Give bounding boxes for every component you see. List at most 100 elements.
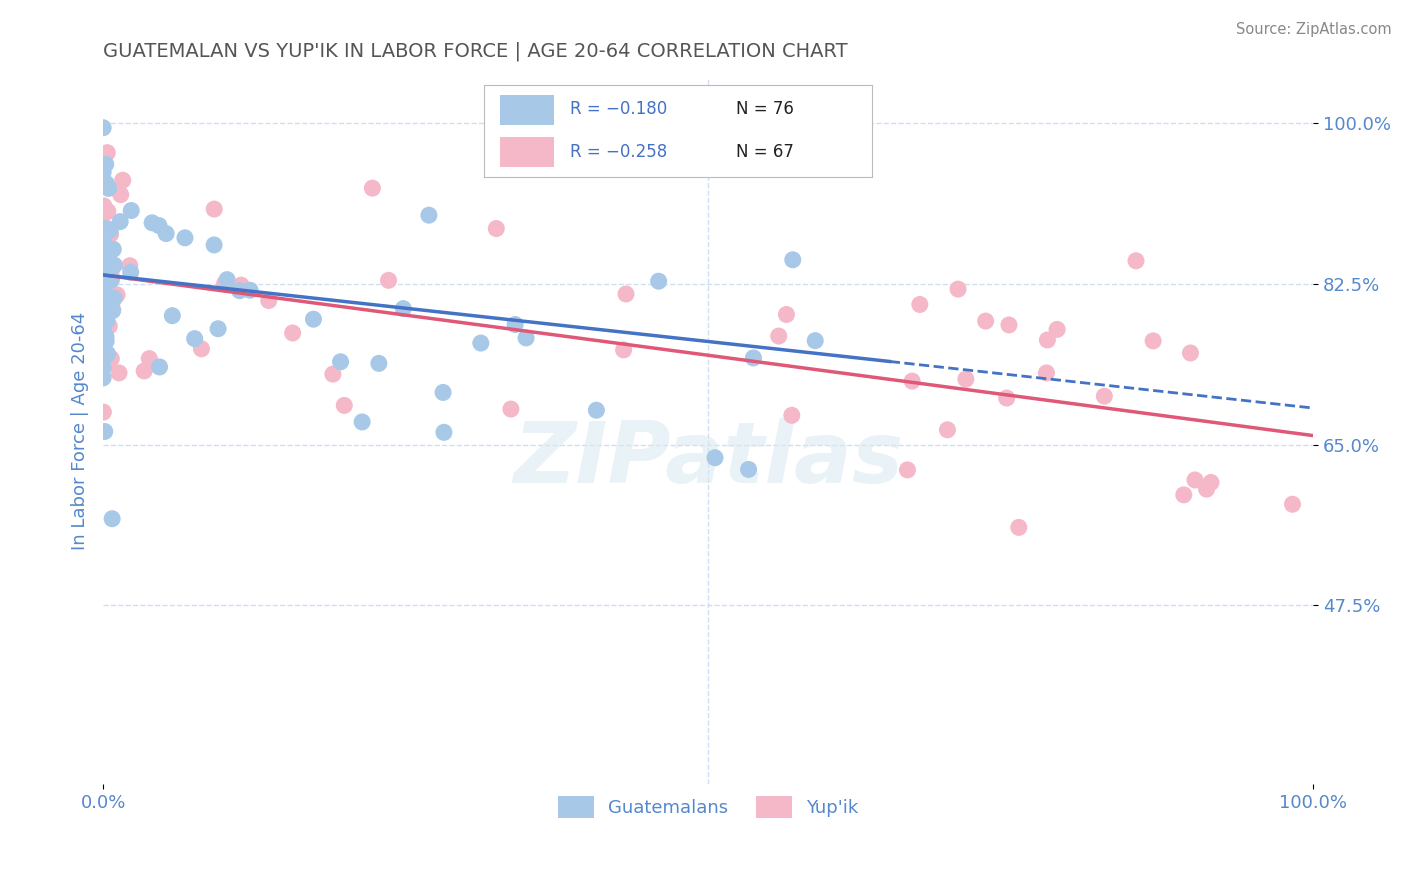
Point [174, 231, 197, 245]
Point [737, 462, 759, 476]
Point [936, 423, 959, 437]
Point [94, 269, 117, 284]
Point [499, 402, 522, 417]
Point [105, 288, 128, 302]
Point [503, 318, 526, 332]
Point [93, 351, 115, 365]
Point [647, 274, 669, 288]
Point [97, 347, 120, 361]
Point [91, 351, 114, 366]
Point [93, 297, 115, 311]
Point [96, 177, 118, 191]
Point [101, 294, 124, 309]
Point [329, 355, 352, 369]
Point [91, 288, 114, 302]
Point [955, 372, 977, 386]
Text: GUATEMALAN VS YUP'IK IN LABOR FORCE | AGE 20-64 CORRELATION CHART: GUATEMALAN VS YUP'IK IN LABOR FORCE | AG… [103, 42, 848, 62]
Point [148, 359, 170, 374]
Point [97, 181, 120, 195]
Point [995, 391, 1018, 405]
Point [94, 157, 117, 171]
Point [93, 293, 115, 307]
Point [392, 301, 415, 316]
Point [111, 173, 134, 187]
Text: ZIPatlas: ZIPatlas [513, 417, 903, 500]
Point [93, 291, 115, 305]
Point [361, 181, 384, 195]
Point [98, 223, 121, 237]
Point [775, 308, 797, 322]
Point [901, 374, 924, 388]
Point [96, 145, 118, 160]
Point [134, 364, 156, 378]
Point [101, 302, 124, 317]
Point [141, 216, 163, 230]
Point [93, 221, 115, 235]
Point [91, 227, 114, 241]
Point [485, 221, 508, 235]
Point [896, 463, 918, 477]
Point [1184, 473, 1206, 487]
Point [91, 277, 114, 292]
Point [93, 324, 115, 338]
Point [257, 293, 280, 308]
Point [585, 403, 607, 417]
Point [162, 309, 184, 323]
Point [100, 267, 122, 281]
Point [908, 297, 931, 311]
Point [1180, 346, 1202, 360]
Point [93, 302, 115, 317]
Point [782, 252, 804, 267]
Point [94, 267, 117, 281]
Point [98, 319, 121, 334]
Point [103, 291, 125, 305]
Point [93, 199, 115, 213]
Point [228, 284, 250, 298]
Point [91, 360, 114, 375]
Point [93, 281, 115, 295]
Point [93, 281, 115, 295]
Point [100, 351, 122, 366]
Point [214, 277, 236, 291]
Point [418, 208, 440, 222]
Point [108, 214, 131, 228]
Point [93, 288, 115, 302]
Legend: Guatemalans, Yup'ik: Guatemalans, Yup'ik [551, 789, 866, 825]
Point [215, 272, 238, 286]
Point [93, 336, 115, 351]
Point [97, 204, 120, 219]
Point [94, 358, 117, 372]
Point [148, 219, 170, 233]
Point [302, 312, 325, 326]
Point [118, 259, 141, 273]
Point [91, 330, 114, 344]
Point [93, 219, 115, 234]
Point [120, 265, 142, 279]
Point [103, 258, 125, 272]
Point [202, 202, 225, 216]
Point [998, 318, 1021, 332]
Text: Source: ZipAtlas.com: Source: ZipAtlas.com [1236, 22, 1392, 37]
Point [974, 314, 997, 328]
Point [91, 120, 114, 135]
Y-axis label: In Labor Force | Age 20-64: In Labor Force | Age 20-64 [72, 312, 89, 550]
Point [202, 238, 225, 252]
Point [780, 409, 803, 423]
Point [742, 351, 765, 365]
Point [93, 254, 115, 268]
Point [91, 224, 114, 238]
Point [1173, 488, 1195, 502]
Point [190, 342, 212, 356]
Point [1008, 520, 1031, 534]
Point [229, 278, 252, 293]
Point [377, 273, 399, 287]
Point [93, 286, 115, 301]
Point [1142, 334, 1164, 348]
Point [1092, 389, 1115, 403]
Point [768, 329, 790, 343]
Point [804, 334, 827, 348]
Point [91, 267, 114, 281]
Point [367, 356, 389, 370]
Point [1125, 253, 1147, 268]
Point [94, 330, 117, 344]
